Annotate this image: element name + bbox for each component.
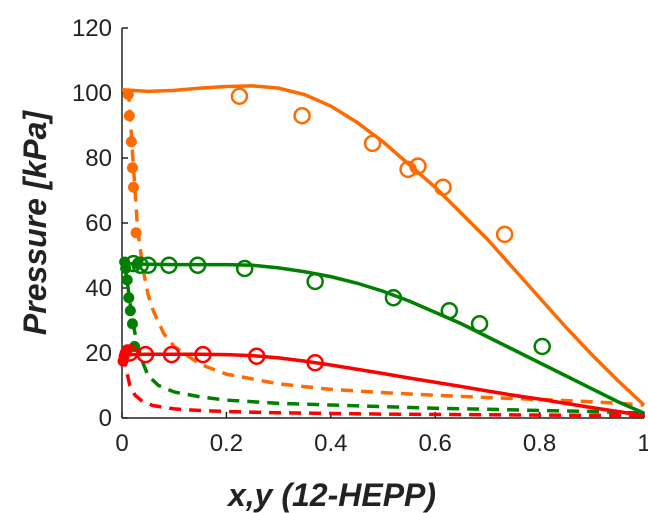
bubble-point-1	[188, 256, 207, 274]
y-tick-label: 20	[85, 340, 112, 367]
bubble-point-0	[363, 134, 382, 153]
dew-point-0	[122, 89, 134, 101]
dew-point-1	[124, 305, 136, 317]
bubble-curve-2	[121, 352, 645, 418]
bubble-point-1	[235, 259, 254, 278]
y-ticks: 0 20 40 60 80 100 120	[72, 15, 128, 432]
dew-point-0	[123, 110, 135, 122]
dew-point-0	[125, 136, 137, 148]
model-curves	[121, 84, 646, 418]
bubble-point-0	[230, 87, 249, 105]
x-tick-label: 0.8	[523, 430, 556, 457]
bubble-point-2	[162, 345, 181, 364]
x-tick-label: 1	[637, 430, 648, 457]
dew-point-1	[126, 318, 138, 330]
bubble-point-1	[533, 337, 551, 356]
dew-curve-0	[126, 89, 645, 407]
y-axis-title: Pressure [kPa]	[17, 110, 53, 335]
y-tick-label: 40	[85, 275, 112, 302]
y-tick-label: 100	[72, 80, 112, 107]
x-tick-label: 0.6	[419, 430, 452, 457]
y-tick-label: 80	[85, 145, 112, 172]
bubble-point-1	[470, 315, 489, 333]
dew-curve-2	[121, 354, 645, 418]
x-tick-label: 0.4	[314, 430, 347, 457]
y-tick-label: 60	[85, 210, 112, 237]
bubble-point-0	[434, 178, 452, 196]
bubble-point-2	[136, 345, 155, 364]
bubble-point-0	[409, 157, 427, 175]
bubble-point-0	[495, 225, 514, 244]
dew-point-1	[132, 258, 144, 270]
bubble-point-0	[293, 107, 311, 125]
bubble-point-2	[194, 345, 212, 364]
bubble-point-1	[384, 289, 403, 307]
dew-point-0	[130, 227, 142, 239]
dew-point-1	[123, 292, 135, 304]
bubble-point-0	[399, 160, 417, 179]
dew-point-0	[126, 162, 138, 174]
x-tick-label: 0.2	[210, 430, 243, 457]
dew-point-0	[127, 181, 139, 193]
y-tick-label: 0	[99, 405, 112, 432]
experimental-points	[117, 87, 551, 372]
dew-point-1	[121, 274, 133, 286]
y-tick-label: 120	[72, 15, 112, 42]
x-ticks: 0 0.2 0.4 0.6 0.8 1	[115, 412, 648, 457]
bubble-point-1	[306, 272, 324, 291]
bubble-point-1	[440, 302, 459, 320]
bubble-curve-0	[121, 84, 646, 407]
bubble-curve-1	[121, 261, 645, 415]
dew-point-1	[120, 263, 132, 274]
x-axis-title: x,y (12-HEPP)	[226, 477, 436, 513]
dew-point-2	[121, 344, 133, 356]
x-tick-label: 0	[115, 430, 128, 457]
bubble-point-2	[247, 347, 266, 365]
dew-curve-1	[122, 263, 645, 415]
bubble-point-1	[160, 256, 178, 274]
bubble-point-2	[306, 354, 324, 372]
